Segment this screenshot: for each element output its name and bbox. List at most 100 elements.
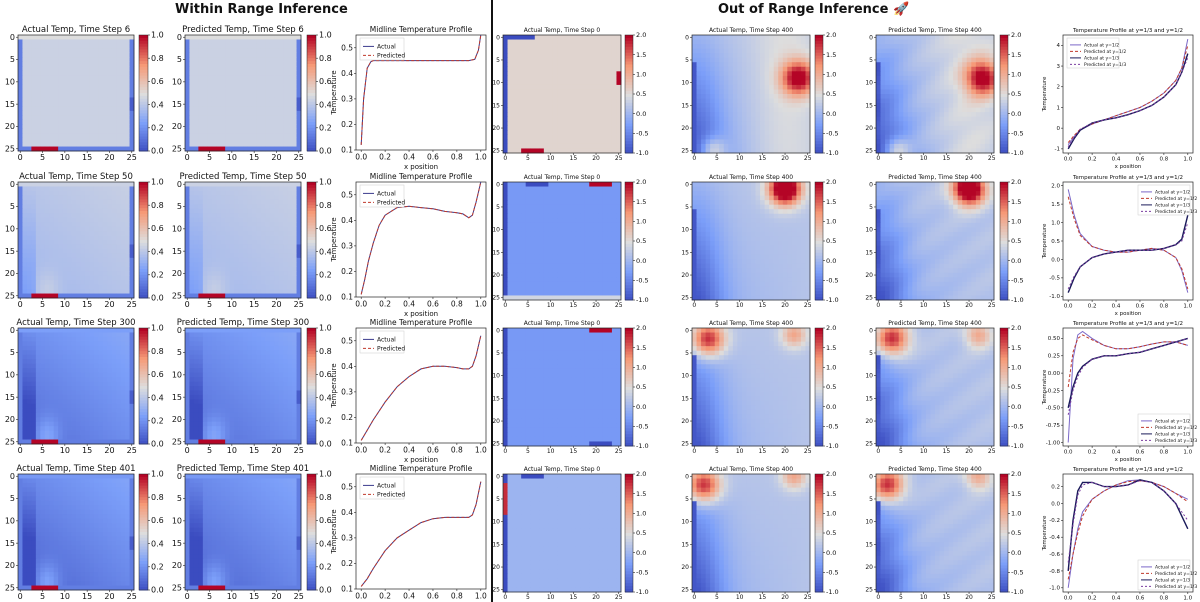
heatmap-x-tick: 20 xyxy=(271,300,281,309)
heatmap-cell xyxy=(243,271,248,277)
heatmap-cell xyxy=(198,289,204,294)
heatmap-cell xyxy=(18,377,23,382)
heatmap-cell xyxy=(238,97,244,103)
heatmap-cell xyxy=(107,354,113,360)
heatmap-cell xyxy=(116,106,122,112)
heatmap-cell xyxy=(225,257,231,263)
heatmap-cell xyxy=(40,532,46,537)
heatmap-cell xyxy=(220,84,226,89)
heatmap-cell xyxy=(76,505,81,511)
heatmap-cell xyxy=(243,345,248,351)
heatmap-cell xyxy=(220,35,226,40)
heatmap-cell xyxy=(107,186,113,192)
heatmap-cell xyxy=(278,97,284,103)
heatmap-cell xyxy=(243,293,248,299)
legend-box xyxy=(359,330,405,354)
heatmap-cell xyxy=(251,381,257,387)
heatmap-cell xyxy=(216,394,222,400)
heatmap-cell xyxy=(111,101,117,107)
heatmap-cell xyxy=(22,222,28,228)
heatmap-cell xyxy=(243,199,248,205)
heatmap-cell xyxy=(53,280,59,286)
heatmap-cell xyxy=(129,368,135,374)
colorbar-segment xyxy=(139,371,148,375)
heatmap-cell xyxy=(40,266,46,272)
heatmap-cell xyxy=(243,35,248,40)
heatmap-cell xyxy=(269,240,275,245)
heatmap-cell xyxy=(256,341,262,347)
heatmap-cell xyxy=(120,496,126,502)
heatmap-cell xyxy=(189,186,195,192)
heatmap-cell xyxy=(44,186,50,192)
heatmap-cell xyxy=(202,146,208,152)
heatmap-cell xyxy=(98,377,104,382)
heatmap-title: Predicted Temp, Time Step 300 xyxy=(177,318,309,328)
heatmap-cell xyxy=(125,110,130,116)
predicted-heatmap: Predicted Temp, Time Step 50005510101515… xyxy=(172,172,307,309)
heatmap-cell xyxy=(207,190,213,196)
heatmap-cell xyxy=(238,403,244,409)
heatmap-cell xyxy=(102,377,108,382)
heatmap-cell xyxy=(62,496,68,502)
heatmap-cell xyxy=(71,222,77,228)
heatmap-cell xyxy=(247,35,253,40)
heatmap-cell xyxy=(198,226,204,232)
heatmap-cell xyxy=(35,266,41,272)
heatmap-cell xyxy=(247,394,253,400)
heatmap-cell xyxy=(238,289,244,294)
heatmap-cell xyxy=(26,271,32,277)
heatmap-cell xyxy=(211,328,217,333)
heatmap-cell xyxy=(207,359,213,365)
heatmap-cell xyxy=(247,66,253,72)
heatmap-cell xyxy=(125,332,130,338)
heatmap-cell xyxy=(256,199,262,205)
heatmap-cell xyxy=(202,195,208,201)
heatmap-cell xyxy=(40,509,46,515)
heatmap-cell xyxy=(265,293,271,299)
heatmap-cell xyxy=(247,61,253,67)
heatmap-cell xyxy=(243,235,248,241)
heatmap-cell xyxy=(89,514,95,520)
heatmap-cell xyxy=(111,381,117,387)
heatmap-cell xyxy=(243,66,248,72)
heatmap-cell xyxy=(107,57,113,63)
heatmap-cell xyxy=(71,213,77,219)
heatmap-cell xyxy=(84,350,90,356)
heatmap-cell xyxy=(229,350,235,356)
heatmap-x-tick: 0 xyxy=(18,446,23,455)
heatmap-cell xyxy=(116,195,122,201)
heatmap-cell xyxy=(80,399,86,405)
heatmap-cell xyxy=(62,182,68,187)
colorbar-segment xyxy=(307,190,316,195)
heatmap-x-tick: 0 xyxy=(185,446,190,455)
heatmap-cell xyxy=(287,332,293,338)
heatmap-cell xyxy=(53,482,59,488)
heatmap-cell xyxy=(71,421,77,427)
heatmap-cell xyxy=(22,527,28,533)
heatmap-cell xyxy=(247,190,253,196)
heatmap-cell xyxy=(234,350,239,356)
heatmap-cell xyxy=(89,213,95,219)
heatmap-cell xyxy=(220,226,226,232)
heatmap-cell xyxy=(229,110,235,116)
heatmap-cell xyxy=(251,199,257,205)
heatmap-cell xyxy=(251,363,257,369)
heatmap-cell xyxy=(98,271,104,277)
heatmap-cell xyxy=(225,115,231,121)
heatmap-cell xyxy=(44,240,50,245)
heatmap-cell xyxy=(49,266,55,272)
heatmap-cell xyxy=(31,35,37,40)
heatmap-cell xyxy=(62,491,68,497)
heatmap-cell xyxy=(93,266,99,272)
heatmap-cell xyxy=(265,399,271,405)
heatmap-cell xyxy=(243,399,248,405)
colorbar-segment xyxy=(139,107,148,111)
heatmap-cell xyxy=(111,115,117,121)
heatmap-cell xyxy=(80,43,86,49)
heatmap-cell xyxy=(58,293,64,299)
plot-x-tick: 0.4 xyxy=(403,153,415,162)
heatmap-cell xyxy=(84,35,90,40)
heatmap-cell xyxy=(58,226,64,232)
heatmap-cell xyxy=(234,70,239,76)
heatmap-cell xyxy=(193,345,199,351)
